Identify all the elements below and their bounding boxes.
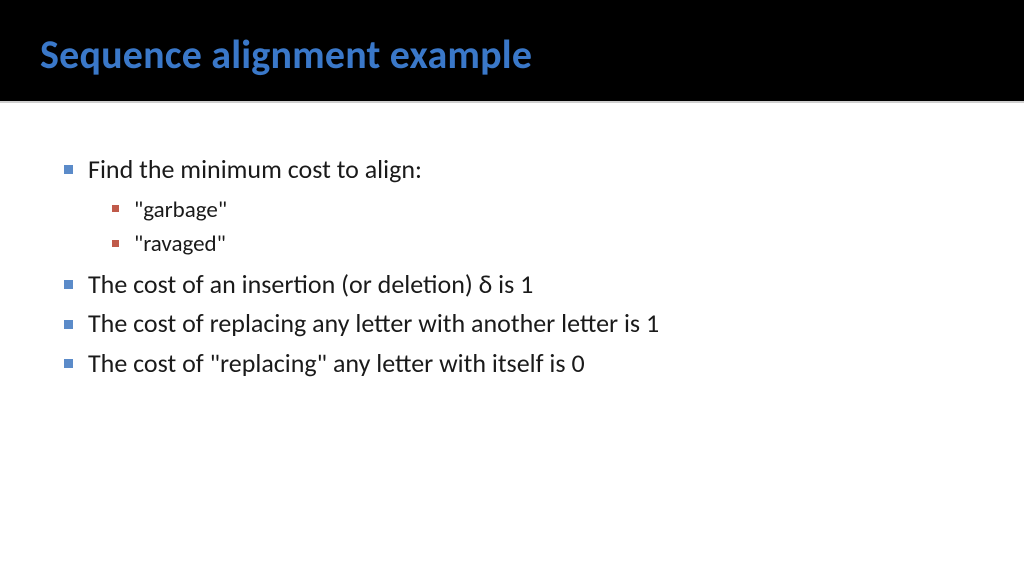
bullet-text: The cost of an insertion (or deletion) δ… [88, 268, 533, 300]
slide: Sequence alignment example Find the mini… [0, 0, 1024, 576]
slide-title: Sequence alignment example [40, 30, 984, 79]
bullet-text: Find the minimum cost to align: [88, 153, 422, 185]
bullet-item: Find the minimum cost to align: "garbage… [60, 151, 964, 262]
slide-body: Find the minimum cost to align: "garbage… [0, 103, 1024, 383]
bullet-item: The cost of "replacing" any letter with … [60, 345, 964, 383]
sub-bullet-text: "ravaged" [134, 230, 226, 258]
bullet-text: The cost of replacing any letter with an… [88, 307, 659, 339]
bullet-list: Find the minimum cost to align: "garbage… [60, 151, 964, 383]
sub-bullet-list: "garbage" "ravaged" [88, 193, 964, 262]
bullet-text: The cost of "replacing" any letter with … [88, 347, 585, 379]
bullet-item: The cost of replacing any letter with an… [60, 305, 964, 343]
title-band: Sequence alignment example [0, 0, 1024, 103]
bullet-item: The cost of an insertion (or deletion) δ… [60, 266, 964, 304]
sub-bullet-item: "ravaged" [108, 227, 964, 262]
sub-bullet-item: "garbage" [108, 193, 964, 228]
sub-bullet-text: "garbage" [134, 196, 227, 224]
